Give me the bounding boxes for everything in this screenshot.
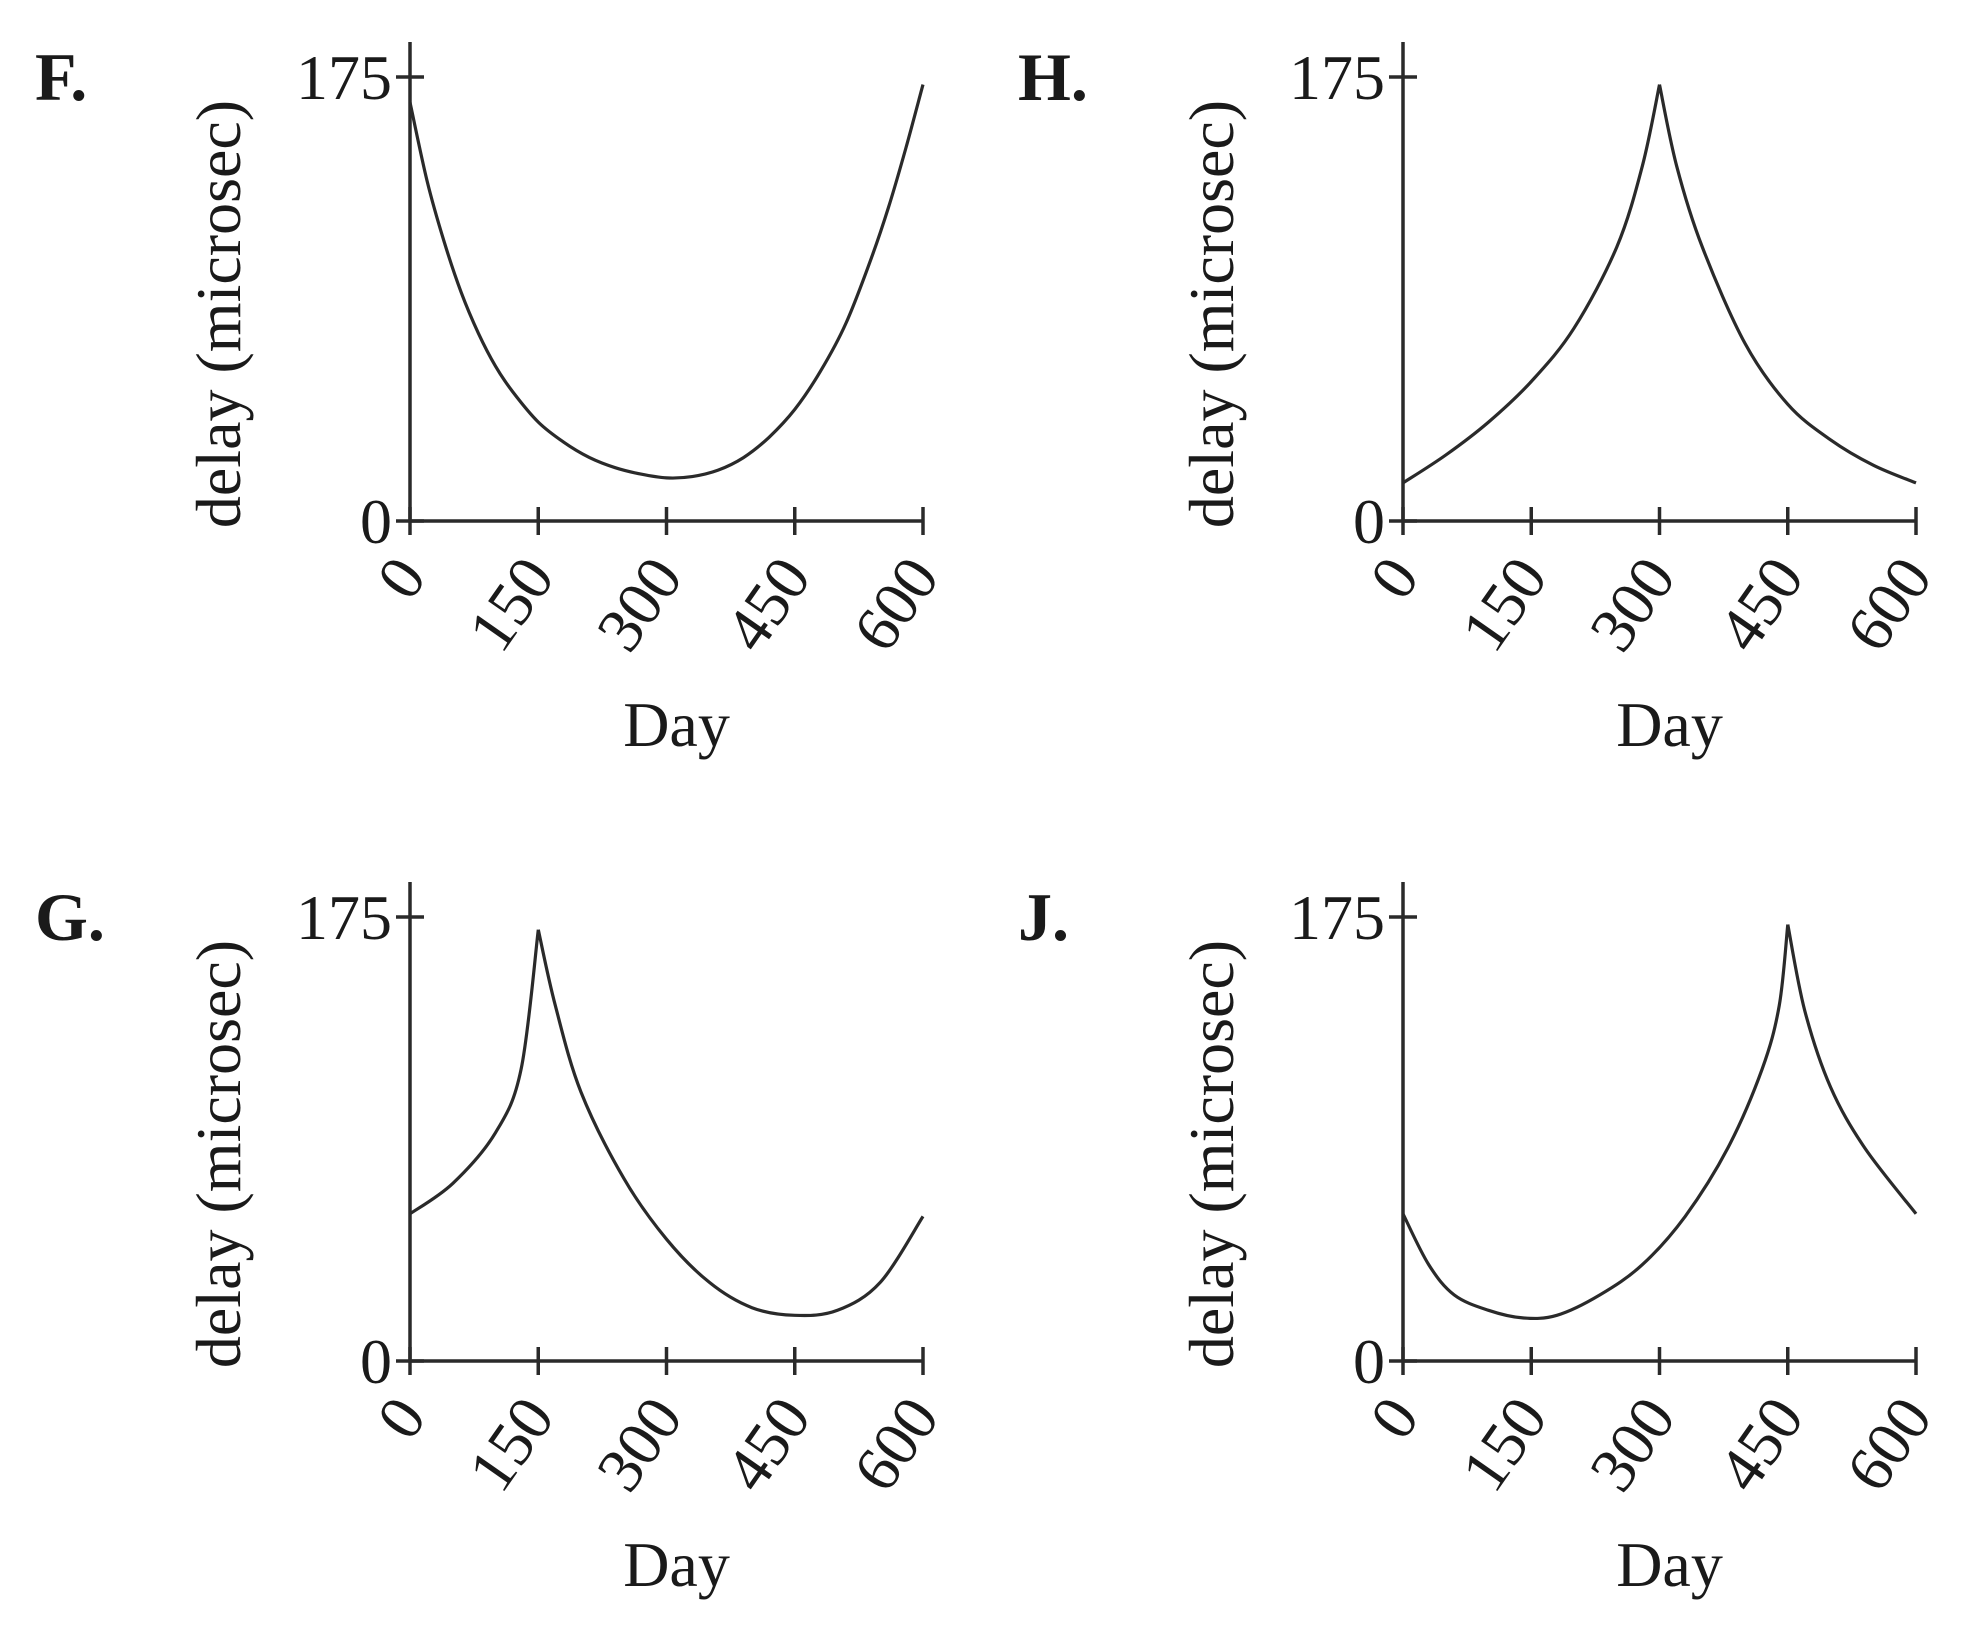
delay-curve	[408, 84, 925, 480]
x-tick-label: 600	[839, 544, 952, 663]
y-tick-label: 0	[360, 1326, 392, 1397]
x-tick-label: 150	[1447, 1384, 1560, 1503]
y-tick-label: 175	[1289, 42, 1385, 113]
y-axis-title: delay (microsec)	[183, 940, 254, 1368]
x-tick-label: 450	[1704, 544, 1817, 663]
y-axis-title: delay (microsec)	[183, 100, 254, 528]
x-tick-label: 450	[711, 544, 824, 663]
y-tick-label: 0	[360, 486, 392, 557]
delay-curve	[409, 929, 925, 1318]
x-tick-label: 150	[1447, 544, 1560, 663]
x-tick-label: 0	[363, 544, 440, 611]
x-tick-label: 450	[711, 1384, 824, 1503]
y-axis-title: delay (microsec)	[1176, 100, 1247, 528]
x-tick-label: 300	[583, 544, 696, 663]
y-axis-title: delay (microsec)	[1176, 940, 1247, 1368]
y-tick-label: 0	[1353, 486, 1385, 557]
option-letter: H.	[1018, 39, 1088, 115]
delay-curve	[1401, 924, 1918, 1321]
x-tick-label: 600	[1832, 1384, 1945, 1503]
x-axis-title: Day	[623, 1529, 730, 1600]
y-tick-label: 175	[296, 42, 392, 113]
x-axis-title: Day	[1616, 689, 1723, 760]
y-tick-label: 175	[1289, 882, 1385, 953]
option-letter: F.	[35, 39, 87, 115]
x-tick-label: 300	[1576, 1384, 1689, 1503]
option-letter: G.	[35, 879, 105, 955]
x-tick-label: 600	[1832, 544, 1945, 663]
x-tick-label: 450	[1704, 1384, 1817, 1503]
x-tick-label: 0	[1356, 1384, 1433, 1451]
x-axis-title: Day	[1616, 1529, 1723, 1600]
x-tick-label: 0	[1356, 544, 1433, 611]
x-tick-label: 0	[363, 1384, 440, 1451]
delay-curve	[1402, 84, 1917, 485]
y-tick-label: 0	[1353, 1326, 1385, 1397]
x-tick-label: 600	[839, 1384, 952, 1503]
y-tick-label: 175	[296, 882, 392, 953]
option-letter: J.	[1018, 879, 1069, 955]
x-tick-label: 150	[454, 1384, 567, 1503]
x-tick-label: 300	[583, 1384, 696, 1503]
x-tick-label: 150	[454, 544, 567, 663]
x-axis-title: Day	[623, 689, 730, 760]
x-tick-label: 300	[1576, 544, 1689, 663]
